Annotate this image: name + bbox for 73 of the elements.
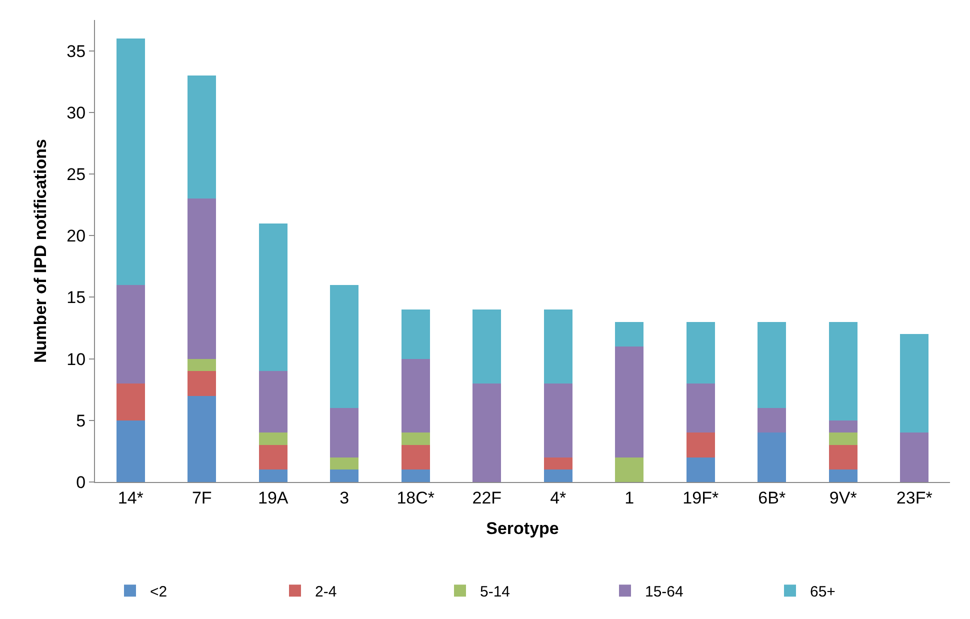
bar (258, 470, 288, 482)
bar (258, 445, 288, 470)
legend-label: 65+ (810, 584, 836, 600)
bar (401, 358, 430, 433)
x-axis-title: Serotype (486, 518, 559, 538)
bar (686, 432, 715, 458)
bar (116, 38, 145, 285)
x-tick-label: 3 (340, 488, 350, 508)
y-tick-label: 30 (66, 103, 86, 122)
bar (258, 223, 288, 372)
bar (258, 432, 288, 446)
bar (686, 322, 715, 384)
bar (544, 470, 572, 482)
y-tick-label: 20 (66, 226, 86, 246)
bar (615, 346, 644, 458)
bar (758, 322, 786, 408)
legend-label: <2 (150, 584, 168, 600)
bar (188, 198, 216, 359)
x-tick-label: 22F (472, 488, 502, 508)
bar (828, 445, 858, 470)
bar (828, 322, 858, 420)
bar (188, 358, 216, 372)
bar (615, 322, 644, 346)
bar (330, 408, 359, 458)
bar (258, 371, 288, 433)
bar (758, 408, 786, 433)
y-axis-title: Number of IPD notifications (31, 139, 50, 363)
bar (544, 310, 572, 384)
bar (188, 75, 216, 199)
bar (330, 470, 359, 482)
legend-label: 5-14 (480, 584, 510, 600)
bar (401, 310, 430, 359)
x-tick-label: 14* (118, 488, 144, 508)
y-tick-label: 25 (66, 164, 86, 184)
y-tick-label: 5 (76, 411, 86, 430)
bar (472, 383, 502, 482)
x-tick-label: 19F* (682, 488, 719, 508)
bar (828, 470, 858, 482)
y-tick-label: 10 (66, 350, 86, 369)
bar (401, 445, 430, 470)
x-tick-label: 23F* (896, 488, 933, 508)
bar (188, 396, 216, 482)
bar (828, 432, 858, 446)
bar (116, 383, 145, 420)
bar (330, 457, 359, 470)
x-tick-label: 9V* (829, 488, 858, 508)
bar (686, 457, 715, 482)
bar (686, 383, 715, 433)
bar (330, 284, 359, 408)
bar (544, 457, 572, 470)
bar (116, 284, 145, 384)
legend-label: 15-64 (645, 584, 684, 600)
x-tick-label: 7F (192, 488, 212, 508)
bar (401, 432, 430, 446)
bar (758, 432, 786, 482)
x-tick-label: 19A (258, 488, 289, 508)
bar (472, 310, 502, 384)
x-tick-label: 1 (624, 488, 634, 508)
bar (828, 420, 858, 433)
bar (116, 420, 145, 482)
x-tick-label: 18C* (396, 488, 435, 508)
bar (900, 334, 929, 433)
bar (615, 457, 644, 482)
y-tick-label: 35 (66, 42, 86, 61)
bar (900, 432, 929, 482)
x-tick-label: 4* (550, 488, 567, 508)
bar (188, 371, 216, 396)
x-tick-label: 6B* (758, 488, 786, 508)
bar (401, 470, 430, 482)
legend-label: 2-4 (315, 584, 337, 600)
y-tick-label: 0 (76, 472, 86, 492)
bar (544, 383, 572, 458)
y-tick-label: 15 (66, 288, 86, 308)
